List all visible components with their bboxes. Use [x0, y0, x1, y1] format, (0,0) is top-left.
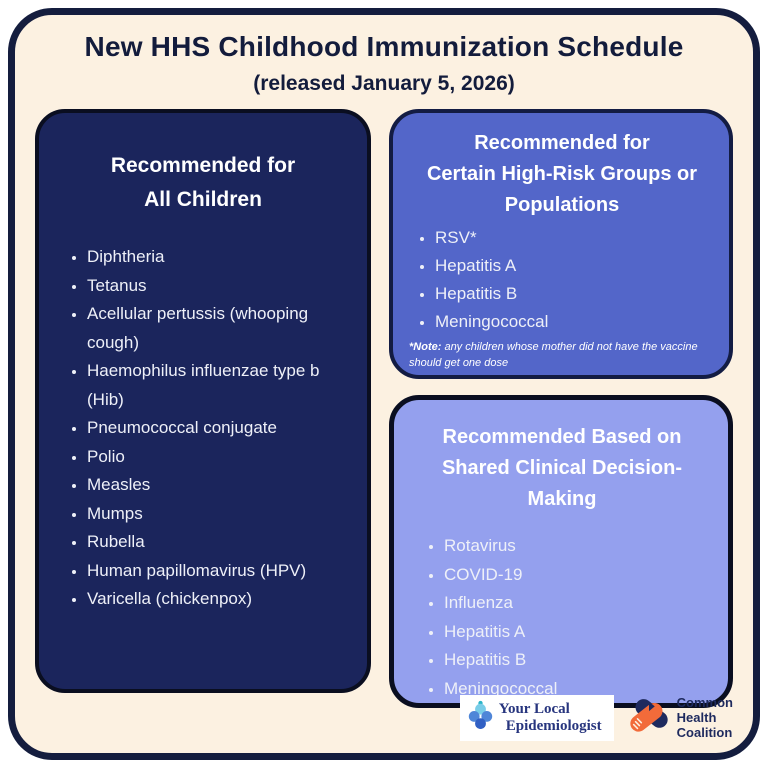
list-item: Meningococcal	[435, 308, 717, 336]
list-item: COVID-19	[444, 561, 716, 590]
footnote-text: any children whose mother did not have t…	[409, 341, 698, 369]
list-item: Human papillomavirus (HPV)	[87, 557, 349, 586]
list-item: Rubella	[87, 528, 349, 557]
yle-logo-line1: Your Local	[498, 700, 570, 717]
panel-all-children-title: Recommended for All Children	[110, 154, 296, 211]
list-item: Hepatitis B	[444, 646, 716, 675]
flower-icon	[467, 700, 494, 736]
handshake-icon	[626, 691, 672, 744]
panel-shared-decision: Recommended Based on Shared Clinical Dec…	[389, 395, 733, 708]
page-title: New HHS Childhood Immunization Schedule	[84, 31, 684, 62]
footer-logos: Your Local Epidemiologist Common Health …	[459, 691, 733, 744]
list-item: Meningococcal	[444, 675, 716, 704]
list-item: Tetanus	[87, 272, 349, 301]
yle-logo-text: Your Local Epidemiologist	[499, 701, 602, 735]
list-item: Hepatitis B	[435, 280, 717, 308]
panel-high-risk-title: Recommended for Certain High-Risk Groups…	[426, 132, 698, 216]
list-item: Rotavirus	[444, 532, 716, 561]
page-subtitle: (released January 5, 2026)	[253, 72, 515, 95]
your-local-epidemiologist-logo: Your Local Epidemiologist	[459, 694, 614, 741]
shared-decision-vaccine-list: RotavirusCOVID-19InfluenzaHepatitis AHep…	[408, 532, 716, 703]
footnote-label: *Note:	[409, 341, 442, 353]
list-item: Measles	[87, 471, 349, 500]
header: New HHS Childhood Immunization Schedule …	[15, 15, 753, 96]
content-area: Recommended for All Children DiphtheriaT…	[35, 109, 733, 708]
footnote: *Note: any children whose mother did not…	[407, 339, 717, 371]
yle-logo-line2: Epidemiologist	[505, 717, 602, 734]
right-column: Recommended for Certain High-Risk Groups…	[389, 109, 733, 708]
panel-high-risk: Recommended for Certain High-Risk Groups…	[389, 109, 733, 379]
high-risk-vaccine-list: RSV*Hepatitis AHepatitis BMeningococcal	[407, 224, 717, 336]
panel-all-children: Recommended for All Children DiphtheriaT…	[35, 109, 371, 693]
list-item: Haemophilus influenzae type b (Hib)	[87, 357, 349, 414]
list-item: Hepatitis A	[435, 252, 717, 280]
list-item: Hepatitis A	[444, 618, 716, 647]
list-item: RSV*	[435, 224, 717, 252]
chc-logo-text: Common Health Coalition	[676, 695, 733, 740]
list-item: Influenza	[444, 589, 716, 618]
panel-shared-decision-title: Recommended Based on Shared Clinical Dec…	[441, 426, 683, 510]
list-item: Diphtheria	[87, 243, 349, 272]
list-item: Pneumococcal conjugate	[87, 414, 349, 443]
common-health-coalition-logo: Common Health Coalition	[626, 691, 733, 744]
all-children-vaccine-list: DiphtheriaTetanusAcellular pertussis (wh…	[57, 243, 349, 614]
list-item: Polio	[87, 443, 349, 472]
list-item: Acellular pertussis (whooping cough)	[87, 300, 349, 357]
list-item: Varicella (chickenpox)	[87, 585, 349, 614]
infographic-page: New HHS Childhood Immunization Schedule …	[8, 8, 760, 760]
list-item: Mumps	[87, 500, 349, 529]
